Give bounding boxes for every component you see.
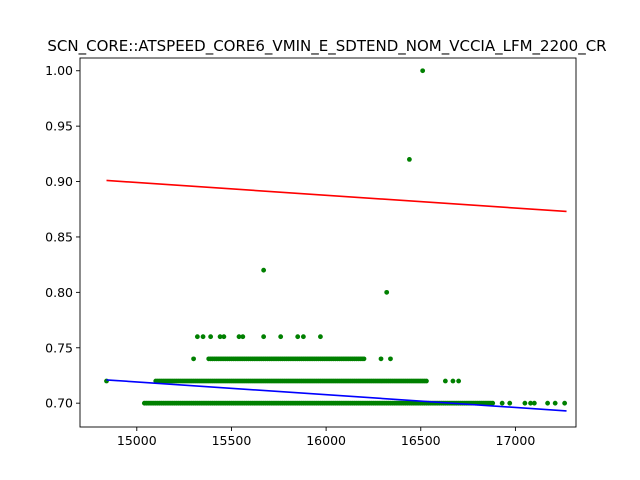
y-tick-label: 0.85 <box>45 229 73 244</box>
scatter-point <box>318 334 323 340</box>
scatter-point <box>522 400 528 406</box>
scatter-point <box>384 289 390 295</box>
scatter-point <box>278 334 284 340</box>
x-tick-label: 15500 <box>212 433 252 448</box>
x-tick-label: 17000 <box>496 433 536 448</box>
axes: 15000 15500 16000 16500 17000 0.70 0.75 0.80 0.8… <box>45 57 577 448</box>
scatter-point <box>490 400 496 406</box>
plot-marks <box>104 68 568 412</box>
scatter-point <box>200 334 206 340</box>
scatter-point <box>499 400 505 406</box>
scatter-point <box>450 378 456 384</box>
scatter-point <box>424 378 429 384</box>
scatter-point <box>295 334 301 340</box>
scatter-point <box>208 334 214 340</box>
scatter-point <box>236 334 242 340</box>
upper-limit-line <box>106 179 567 213</box>
scatter-point <box>388 356 393 362</box>
y-tick-label: 0.95 <box>45 119 73 134</box>
scatter-point <box>217 334 223 340</box>
chart-title: SCN_CORE::ATSPEED_CORE6_VMIN_E_SDTEND_NO… <box>47 37 606 56</box>
scatter-point <box>194 334 200 340</box>
scatter-point <box>442 378 448 384</box>
scatter-point <box>456 378 462 384</box>
scatter-point <box>562 400 568 406</box>
y-tick-label: 1.00 <box>45 63 73 78</box>
scatter-point <box>545 400 550 406</box>
y-tick-label: 0.70 <box>45 396 73 411</box>
scatter-point <box>261 334 267 340</box>
scatter-point <box>191 356 196 362</box>
scatter-point <box>552 400 558 406</box>
scatter-point <box>261 267 267 273</box>
x-tick-label: 16500 <box>401 433 441 448</box>
y-tick-label: 0.90 <box>45 174 73 189</box>
scatter-point <box>240 334 246 340</box>
scatter-point <box>378 356 384 362</box>
scatter-point <box>300 334 306 340</box>
scatter-point <box>507 400 513 406</box>
scatter-point <box>528 400 533 406</box>
lower-limit-line <box>106 379 567 412</box>
x-tick-label: 15000 <box>117 433 157 448</box>
scatter-point <box>361 356 367 362</box>
y-tick-label: 0.80 <box>45 285 73 300</box>
x-tick-label: 16000 <box>306 433 346 448</box>
scatter-point <box>531 400 537 406</box>
scatter-point <box>221 334 227 340</box>
scatter-point <box>420 68 426 74</box>
plot-frame <box>79 57 577 428</box>
scatter-point <box>407 156 412 162</box>
y-tick-label: 0.75 <box>45 340 73 355</box>
